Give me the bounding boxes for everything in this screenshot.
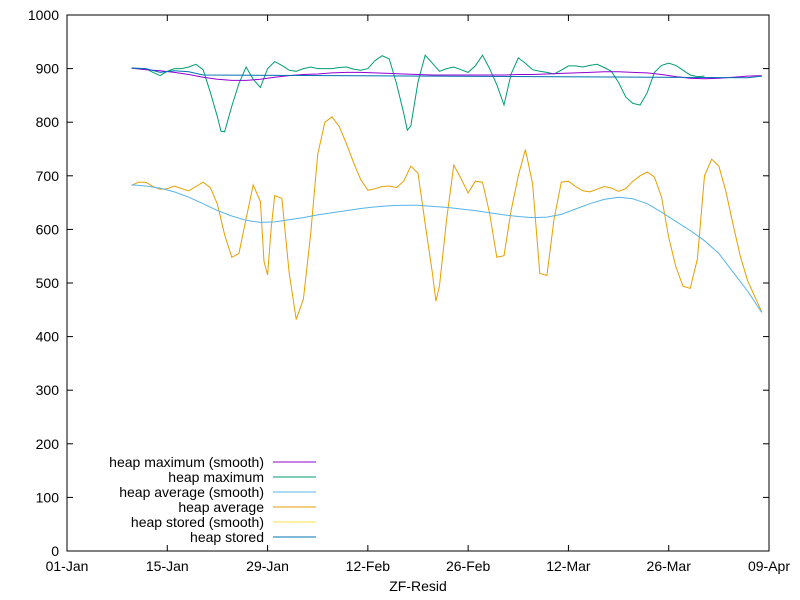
y-axis: 0 100 200 300 400 500 600 700 800 900 1000 — [28, 7, 769, 559]
y-tick-label: 400 — [36, 329, 60, 345]
y-tick-label: 300 — [36, 382, 60, 398]
series-layer — [131, 54, 763, 320]
y-tick-label: 500 — [36, 275, 60, 291]
y-tick-label: 200 — [36, 436, 60, 452]
legend-label: heap stored (smooth) — [131, 514, 264, 530]
x-tick-label: 15-Jan — [146, 558, 189, 574]
x-axis: 01-Jan 15-Jan 29-Jan 12-Feb 26-Feb 12-Mar 26-M… — [46, 15, 790, 574]
y-tick-label: 100 — [36, 489, 60, 505]
series-line-heap-stored — [131, 67, 762, 79]
y-tick-label: 800 — [36, 114, 60, 130]
series-line-heap-average — [131, 116, 763, 320]
legend-label: heap average (smooth) — [119, 484, 264, 500]
y-tick-label: 1000 — [28, 7, 59, 23]
x-tick-label: 29-Jan — [246, 558, 289, 574]
legend-label: heap maximum (smooth) — [109, 454, 264, 470]
y-tick-label: 0 — [51, 543, 59, 559]
x-tick-label: 12-Feb — [346, 558, 391, 574]
x-tick-label: 01-Jan — [46, 558, 89, 574]
legend-label: heap maximum — [168, 469, 264, 485]
legend-label: heap average — [178, 499, 264, 515]
y-tick-label: 900 — [36, 61, 60, 77]
x-tick-label: 26-Mar — [647, 558, 692, 574]
y-tick-label: 600 — [36, 221, 60, 237]
x-tick-label: 12-Mar — [546, 558, 591, 574]
x-tick-label: 26-Feb — [446, 558, 491, 574]
series-line-heap-average-smooth — [131, 184, 763, 313]
x-tick-label: 09-Apr — [748, 558, 790, 574]
x-axis-title: ZF-Resid — [389, 578, 447, 594]
y-tick-label: 700 — [36, 168, 60, 184]
series-line-heap-maximum-smooth — [131, 67, 762, 81]
legend-label: heap stored — [190, 529, 264, 545]
series-line-heap-maximum — [131, 54, 705, 133]
